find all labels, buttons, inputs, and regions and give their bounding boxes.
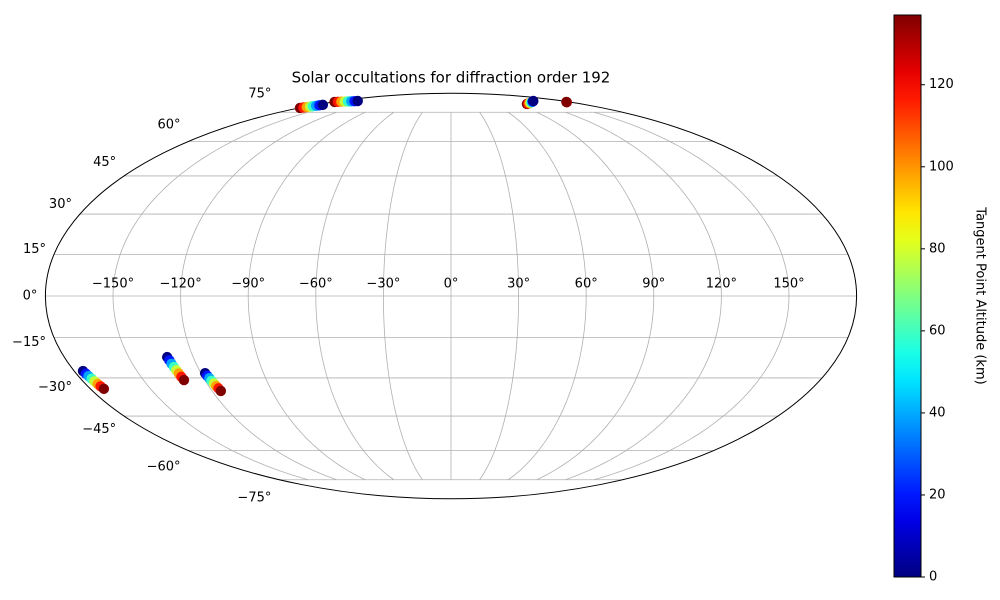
- x-tick-label: 90°: [642, 277, 665, 292]
- data-point: [528, 95, 539, 107]
- y-tick-label: 75°: [248, 86, 271, 101]
- y-tick-label: 0°: [23, 289, 38, 304]
- grid: [44, 92, 858, 500]
- grid-line: [565, 111, 722, 481]
- grid-line: [112, 111, 309, 481]
- colorbar: 0 20 40 60 80 100 120 Tangent Point Altitude (k…: [893, 14, 988, 585]
- data-point: [317, 99, 329, 111]
- data-point: [178, 374, 190, 386]
- y-tick-label: 15°: [23, 242, 46, 257]
- y-tick-label: −60°: [147, 460, 181, 475]
- y-tick-label: −15°: [12, 335, 46, 350]
- data-point: [352, 95, 363, 107]
- map-boundary: [44, 92, 858, 500]
- colorbar-gradient: [893, 14, 922, 578]
- labels: −150° −120° −90° −60° −30° 0° 30° 60° 90° 120° 150…: [12, 86, 805, 505]
- y-tick-label: −30°: [38, 380, 72, 395]
- data-point: [561, 96, 572, 108]
- colorbar-tick-label: 100: [929, 159, 954, 174]
- grid-line: [180, 111, 337, 481]
- x-tick-label: 0°: [444, 277, 459, 292]
- grid-line: [593, 111, 790, 481]
- x-tick-label: 120°: [706, 277, 737, 292]
- x-tick-label: −30°: [366, 277, 400, 292]
- x-tick-label: 150°: [773, 277, 804, 292]
- chart-title: Solar occultations for diffraction order…: [292, 69, 611, 87]
- x-tick-label: −60°: [299, 277, 333, 292]
- grid-line: [479, 112, 519, 480]
- colorbar-label: Tangent Point Altitude (km): [973, 206, 988, 384]
- y-tick-label: −75°: [237, 491, 271, 506]
- x-tick-label: 30°: [507, 277, 530, 292]
- data-point: [98, 383, 110, 395]
- y-tick-label: 30°: [49, 197, 72, 212]
- x-tick-label: 60°: [575, 277, 598, 292]
- colorbar-tick-label: 120: [929, 77, 954, 92]
- grid-line: [383, 112, 423, 480]
- grid-line: [247, 111, 366, 481]
- grid-line: [507, 111, 587, 481]
- x-tick-label: −90°: [231, 277, 265, 292]
- y-tick-label: 45°: [93, 155, 116, 170]
- x-tick-label: −150°: [92, 277, 134, 292]
- data-point: [215, 385, 227, 397]
- colorbar-tick-label: 0: [929, 570, 937, 585]
- y-tick-label: 60°: [157, 117, 180, 132]
- grid-line: [315, 111, 395, 481]
- colorbar-tick-label: 60: [929, 323, 946, 338]
- colorbar-tick-label: 80: [929, 241, 946, 256]
- y-tick-label: −45°: [82, 422, 116, 437]
- colorbar-tick-label: 20: [929, 487, 946, 502]
- grid-line: [536, 111, 655, 481]
- colorbar-tick-label: 40: [929, 405, 946, 420]
- marks: [77, 95, 573, 397]
- x-tick-label: −120°: [159, 277, 201, 292]
